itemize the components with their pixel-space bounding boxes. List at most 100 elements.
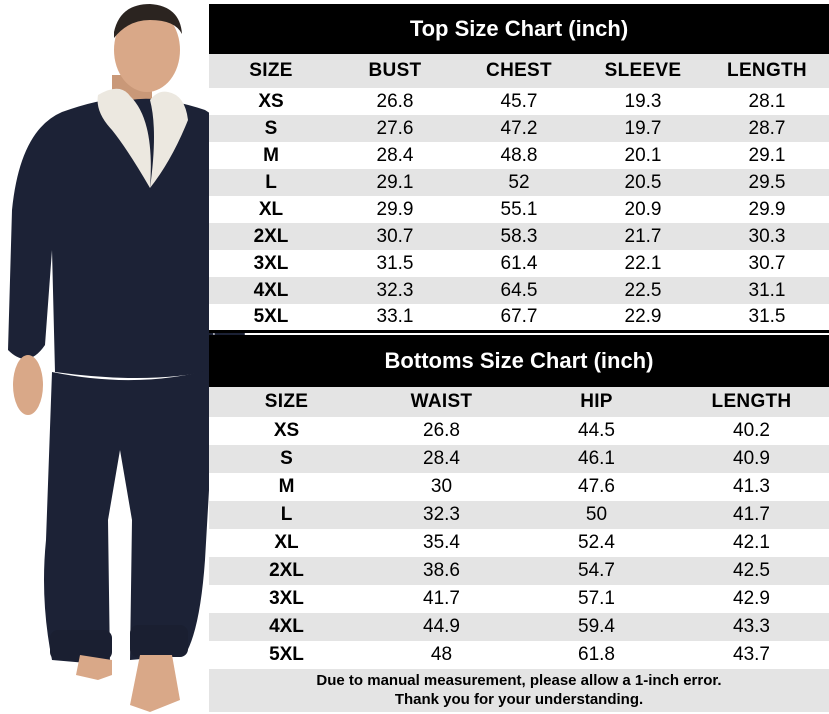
- chest-cell: 61.4: [500, 252, 538, 274]
- column-header-size: SIZE: [264, 391, 309, 412]
- table-row: S 27.6 47.2 19.7 28.7: [209, 115, 829, 142]
- size-cell: XS: [258, 90, 284, 112]
- chest-cell: 48.8: [500, 144, 538, 166]
- hip-cell: 52.4: [578, 532, 615, 553]
- model-sweater: [8, 98, 245, 379]
- sleeve-cell: 20.1: [624, 144, 662, 166]
- length-cell: 29.5: [748, 171, 786, 193]
- bust-cell: 31.5: [376, 252, 414, 274]
- length-cell: 30.7: [748, 252, 786, 274]
- table-row: XL 29.9 55.1 20.9 29.9: [209, 196, 829, 223]
- chest-cell: 47.2: [500, 117, 538, 139]
- column-header-chest: CHEST: [486, 60, 552, 81]
- hip-cell: 54.7: [578, 560, 615, 581]
- bottoms-size-table: SIZE WAIST HIP LENGTH XS 26.8 44.5 40.2 …: [209, 387, 829, 669]
- bust-cell: 29.9: [376, 198, 414, 220]
- length-cell: 30.3: [748, 225, 786, 247]
- bust-cell: 29.1: [376, 171, 414, 193]
- note-line-2: Thank you for your understanding.: [394, 691, 644, 708]
- hip-cell: 57.1: [578, 588, 615, 609]
- hip-cell: 47.6: [578, 476, 615, 497]
- waist-cell: 35.4: [423, 532, 460, 553]
- bottoms-size-chart: Bottoms Size Chart (inch) SIZE WAIST HIP…: [209, 335, 829, 712]
- waist-cell: 26.8: [423, 420, 460, 441]
- size-cell: S: [280, 448, 293, 469]
- bust-cell: 30.7: [376, 225, 414, 247]
- column-header-length: LENGTH: [711, 391, 792, 412]
- chest-cell: 67.7: [457, 304, 581, 333]
- top-size-chart: Top Size Chart (inch) SIZE BUST CHEST SL…: [209, 4, 829, 333]
- length-cell: 43.3: [733, 616, 770, 637]
- size-cell: 4XL: [269, 616, 304, 637]
- sleeve-cell: 19.3: [624, 90, 662, 112]
- model-right-foot: [130, 655, 180, 712]
- top-chart-title: Top Size Chart (inch): [209, 4, 829, 54]
- length-cell: 28.1: [748, 90, 786, 112]
- bottoms-chart-title: Bottoms Size Chart (inch): [209, 335, 829, 387]
- chest-cell: 45.7: [500, 90, 538, 112]
- size-cell: M: [278, 476, 295, 497]
- top-size-table: SIZE BUST CHEST SLEEVE LENGTH XS 26.8 45…: [209, 54, 829, 333]
- size-cell: XL: [274, 532, 299, 553]
- size-cell: M: [263, 144, 279, 166]
- sleeve-cell: 22.9: [581, 304, 705, 333]
- table-row: 5XL 48 61.8 43.7: [209, 641, 829, 669]
- hip-cell: 44.5: [578, 420, 615, 441]
- hip-cell: 50: [585, 504, 608, 525]
- note-line-1: Due to manual measurement, please allow …: [316, 672, 722, 689]
- sleeve-cell: 19.7: [624, 117, 662, 139]
- model-right-cuff: [130, 625, 188, 657]
- column-header-sleeve: SLEEVE: [604, 60, 682, 81]
- size-cell: L: [265, 171, 277, 193]
- table-row: L 29.1 52 20.5 29.5: [209, 169, 829, 196]
- top-header-row: SIZE BUST CHEST SLEEVE LENGTH: [209, 54, 829, 88]
- model-head: [114, 8, 180, 92]
- sleeve-cell: 22.1: [624, 252, 662, 274]
- length-cell: 31.1: [748, 279, 786, 301]
- measurement-note: Due to manual measurement, please allow …: [209, 669, 829, 712]
- column-header-bust: BUST: [368, 60, 422, 81]
- size-cell: 4XL: [253, 279, 289, 301]
- size-cell: XS: [273, 420, 300, 441]
- length-cell: 29.9: [748, 198, 786, 220]
- model-left-foot: [76, 655, 112, 680]
- sleeve-cell: 20.9: [624, 198, 662, 220]
- model-photo: [8, 4, 245, 712]
- table-row: M 28.4 48.8 20.1 29.1: [209, 142, 829, 169]
- size-cell: 2XL: [253, 225, 289, 247]
- chest-cell: 52: [508, 171, 530, 193]
- size-cell: L: [280, 504, 293, 525]
- waist-cell: 32.3: [423, 504, 460, 525]
- column-header-waist: WAIST: [410, 391, 473, 412]
- waist-cell: 41.7: [423, 588, 460, 609]
- table-row: S 28.4 46.1 40.9: [209, 445, 829, 473]
- length-cell: 43.7: [733, 644, 770, 665]
- length-cell: 42.9: [733, 588, 770, 609]
- column-header-hip: HIP: [580, 391, 613, 412]
- model-pants: [44, 368, 216, 665]
- length-cell: 41.7: [733, 504, 770, 525]
- table-row: XS 26.8 45.7 19.3 28.1: [209, 88, 829, 115]
- table-row: XS 26.8 44.5 40.2: [209, 417, 829, 445]
- table-row: M 30 47.6 41.3: [209, 473, 829, 501]
- table-row: 3XL 41.7 57.1 42.9: [209, 585, 829, 613]
- column-header-size: SIZE: [249, 60, 293, 81]
- bust-cell: 32.3: [376, 279, 414, 301]
- length-cell: 42.5: [733, 560, 770, 581]
- table-row: L 32.3 50 41.7: [209, 501, 829, 529]
- size-cell: 5XL: [209, 304, 333, 333]
- length-cell: 29.1: [748, 144, 786, 166]
- sleeve-cell: 21.7: [624, 225, 662, 247]
- bottoms-header-row: SIZE WAIST HIP LENGTH: [209, 387, 829, 417]
- table-row: 4XL 32.3 64.5 22.5 31.1: [209, 277, 829, 304]
- waist-cell: 28.4: [423, 448, 460, 469]
- hip-cell: 61.8: [578, 644, 615, 665]
- size-cell: 3XL: [253, 252, 289, 274]
- bust-cell: 33.1: [333, 304, 457, 333]
- table-row: 3XL 31.5 61.4 22.1 30.7: [209, 250, 829, 277]
- model-hair: [114, 4, 182, 38]
- length-cell: 28.7: [748, 117, 786, 139]
- length-cell: 31.5: [705, 304, 829, 333]
- chest-cell: 55.1: [500, 198, 538, 220]
- chest-cell: 64.5: [500, 279, 538, 301]
